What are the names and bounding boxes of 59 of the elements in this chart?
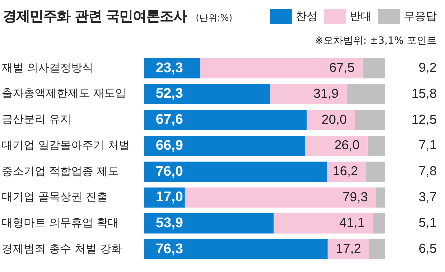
data-label: 6,5 [418,241,437,256]
data-label: 7,1 [418,138,437,153]
bar [368,136,385,156]
data-label: 17,0 [156,188,184,205]
bar [144,162,328,182]
text: (단위:%) [196,13,233,25]
bar [372,214,385,234]
bar [306,110,356,130]
legend-label: 반대 [350,9,372,24]
data-label: 67,6 [156,111,184,128]
data-label: 5,1 [418,215,437,230]
data-label: 41,1 [340,215,365,230]
data-label: 52,3 [156,85,184,102]
legend-label: 찬성 [296,9,318,24]
bar [200,58,363,79]
data-label: 7,8 [418,164,437,179]
y-tick-label: 재벌 의사결정방식 [2,61,94,74]
bar [376,188,385,208]
data-label: 76,0 [156,162,184,179]
bar [184,188,376,208]
bar [355,110,385,130]
bar [144,239,328,260]
bar [274,214,373,234]
bar [144,136,306,156]
data-label: 12,5 [412,112,437,127]
data-label: 23,3 [156,59,184,76]
data-label: 15,8 [412,86,437,101]
bar [369,239,385,260]
bar [270,84,347,104]
data-label: 79,3 [342,189,368,204]
bar [144,84,270,104]
legend-label: 무응답 [404,9,437,24]
bar [305,136,368,156]
data-label: 16,2 [332,164,358,179]
bar [362,58,385,79]
text: ※오차범위: ±3,1% 포인트 [315,35,437,48]
data-label: 20,0 [322,112,348,127]
bar [366,162,385,182]
data-label: 31,9 [314,86,339,101]
y-tick-label: 대기업 골목상권 진출 [2,190,108,204]
y-tick-label: 대기업 일감몰아주기 처벌 [2,138,130,152]
y-tick-label: 출자총액제한제도 재도입 [2,87,126,100]
data-label: 9,2 [418,60,437,76]
y-tick-label: 금산분리 유지 [2,113,72,126]
bar [144,110,307,130]
chart-title: 경제민주화 관련 국민여론조사 [3,8,188,26]
data-label: 66,9 [156,136,184,153]
data-label: 17,2 [336,241,362,256]
data-label: 26,0 [334,138,360,153]
data-label: 3,7 [418,189,437,204]
bar [328,239,370,260]
y-tick-label: 대형마트 의무휴업 확대 [2,216,119,230]
bar [346,84,385,104]
data-label: 67,5 [330,60,355,76]
bar [144,214,274,234]
data-label: 53,9 [156,214,184,230]
y-tick-label: 중소기업 적합업종 제도 [2,164,119,178]
y-tick-label: 경제범죄 총수 처벌 강화 [2,242,122,256]
data-label: 76,3 [156,240,184,256]
